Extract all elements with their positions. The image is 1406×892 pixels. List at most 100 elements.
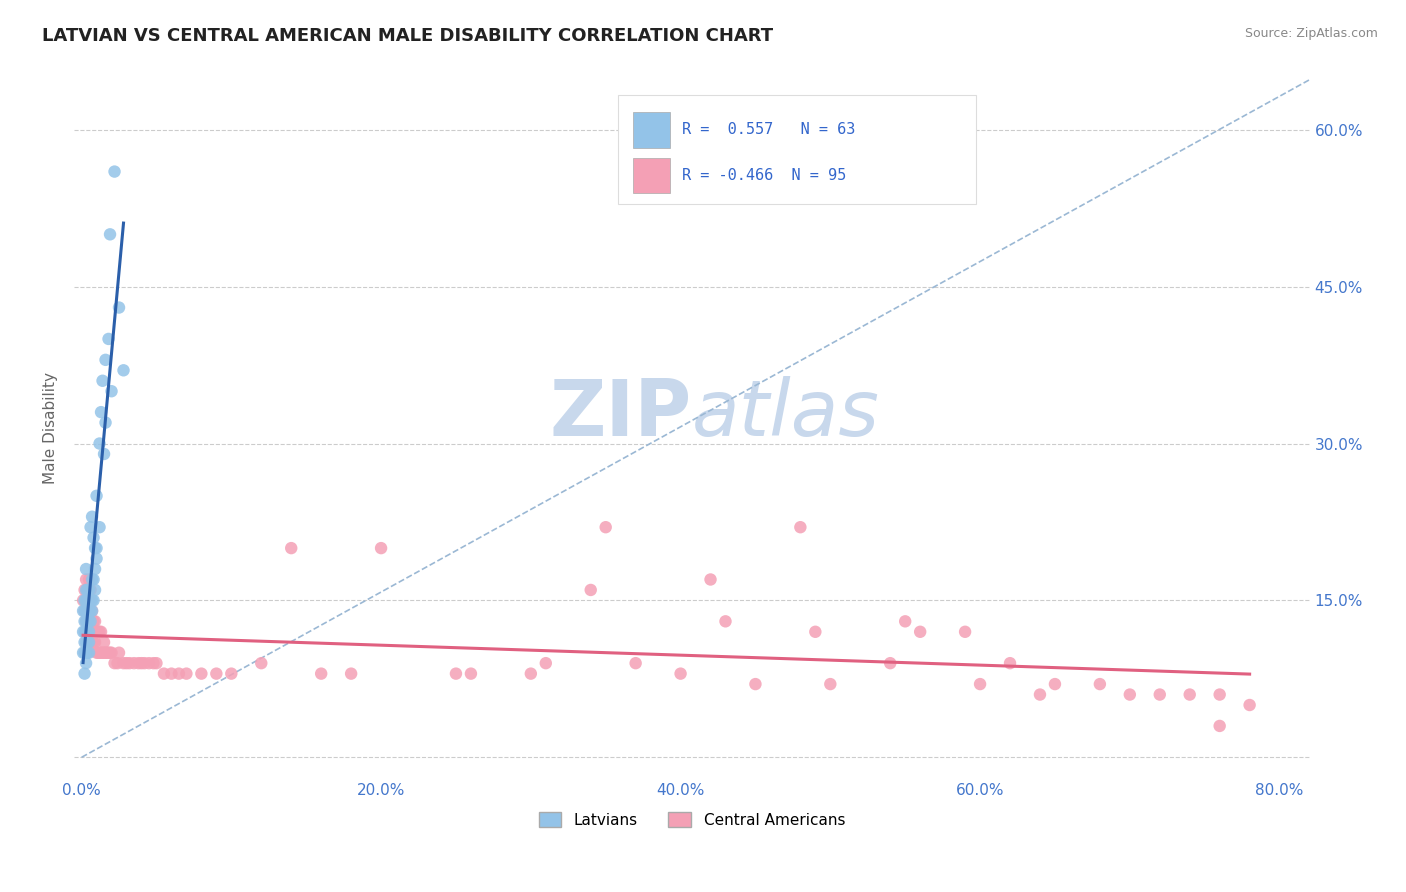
Point bbox=[98, 227, 121, 242]
Point bbox=[80, 593, 103, 607]
Point bbox=[73, 582, 96, 597]
Point bbox=[94, 416, 117, 430]
Point bbox=[76, 615, 98, 629]
Point bbox=[76, 635, 98, 649]
Point bbox=[93, 646, 115, 660]
Point bbox=[80, 635, 103, 649]
Point bbox=[76, 582, 98, 597]
Point bbox=[789, 520, 811, 534]
Point bbox=[86, 646, 108, 660]
Point bbox=[83, 624, 105, 639]
Text: R =  0.557   N = 63: R = 0.557 N = 63 bbox=[682, 122, 855, 137]
Point bbox=[1178, 688, 1201, 702]
Point bbox=[79, 635, 101, 649]
Point bbox=[73, 646, 96, 660]
Point bbox=[90, 646, 112, 660]
Point bbox=[98, 646, 121, 660]
Legend: Latvians, Central Americans: Latvians, Central Americans bbox=[533, 805, 851, 834]
Point bbox=[86, 541, 108, 555]
Y-axis label: Male Disability: Male Disability bbox=[44, 372, 58, 483]
Point bbox=[444, 666, 467, 681]
Point bbox=[879, 656, 901, 670]
Point bbox=[460, 666, 482, 681]
Point bbox=[80, 604, 103, 618]
Point bbox=[142, 656, 165, 670]
Point bbox=[75, 635, 97, 649]
Point bbox=[309, 666, 332, 681]
Point bbox=[804, 624, 827, 639]
Point bbox=[1029, 688, 1052, 702]
Point bbox=[89, 520, 111, 534]
Point bbox=[75, 615, 97, 629]
Point bbox=[72, 604, 94, 618]
Point bbox=[76, 593, 98, 607]
Point bbox=[84, 562, 107, 576]
Point bbox=[1239, 698, 1261, 712]
Point bbox=[77, 635, 100, 649]
Point bbox=[1119, 688, 1142, 702]
Point bbox=[579, 582, 602, 597]
Point bbox=[86, 624, 108, 639]
Point bbox=[595, 520, 617, 534]
Point bbox=[75, 656, 97, 670]
Point bbox=[1043, 677, 1066, 691]
Point bbox=[79, 624, 101, 639]
Point bbox=[75, 624, 97, 639]
Point bbox=[87, 624, 110, 639]
Point bbox=[205, 666, 228, 681]
Text: Source: ZipAtlas.com: Source: ZipAtlas.com bbox=[1244, 27, 1378, 40]
Point bbox=[80, 573, 103, 587]
Point bbox=[90, 624, 112, 639]
Point bbox=[100, 646, 122, 660]
Point bbox=[83, 615, 105, 629]
Text: R = -0.466  N = 95: R = -0.466 N = 95 bbox=[682, 168, 846, 183]
Point bbox=[75, 646, 97, 660]
Bar bbox=[633, 158, 669, 193]
Point bbox=[118, 656, 141, 670]
Point bbox=[77, 604, 100, 618]
Point bbox=[79, 604, 101, 618]
Point bbox=[77, 582, 100, 597]
Point bbox=[77, 573, 100, 587]
Point bbox=[153, 666, 176, 681]
Point bbox=[73, 635, 96, 649]
Point bbox=[699, 573, 721, 587]
Point bbox=[75, 582, 97, 597]
Point bbox=[280, 541, 302, 555]
Point bbox=[80, 604, 103, 618]
Point bbox=[969, 677, 991, 691]
Point bbox=[122, 656, 145, 670]
Point bbox=[75, 604, 97, 618]
Point bbox=[624, 656, 647, 670]
Point bbox=[79, 520, 101, 534]
Point bbox=[714, 615, 737, 629]
Point bbox=[77, 624, 100, 639]
Point bbox=[79, 593, 101, 607]
Point bbox=[84, 615, 107, 629]
Point bbox=[1208, 688, 1230, 702]
Point bbox=[97, 332, 120, 346]
Point bbox=[94, 646, 117, 660]
Point bbox=[112, 656, 135, 670]
Point bbox=[96, 646, 118, 660]
Point bbox=[1208, 719, 1230, 733]
Point bbox=[77, 646, 100, 660]
Point bbox=[820, 677, 842, 691]
Point bbox=[76, 582, 98, 597]
Point bbox=[108, 646, 131, 660]
Point bbox=[83, 573, 105, 587]
Text: LATVIAN VS CENTRAL AMERICAN MALE DISABILITY CORRELATION CHART: LATVIAN VS CENTRAL AMERICAN MALE DISABIL… bbox=[42, 27, 773, 45]
Point bbox=[73, 604, 96, 618]
Point bbox=[107, 656, 129, 670]
Point bbox=[93, 635, 115, 649]
Point bbox=[744, 677, 766, 691]
Point bbox=[84, 582, 107, 597]
Point bbox=[94, 352, 117, 367]
Point bbox=[75, 573, 97, 587]
Point bbox=[83, 593, 105, 607]
Point bbox=[84, 635, 107, 649]
Point bbox=[73, 593, 96, 607]
Point bbox=[131, 656, 153, 670]
Point bbox=[90, 405, 112, 419]
Point bbox=[953, 624, 976, 639]
